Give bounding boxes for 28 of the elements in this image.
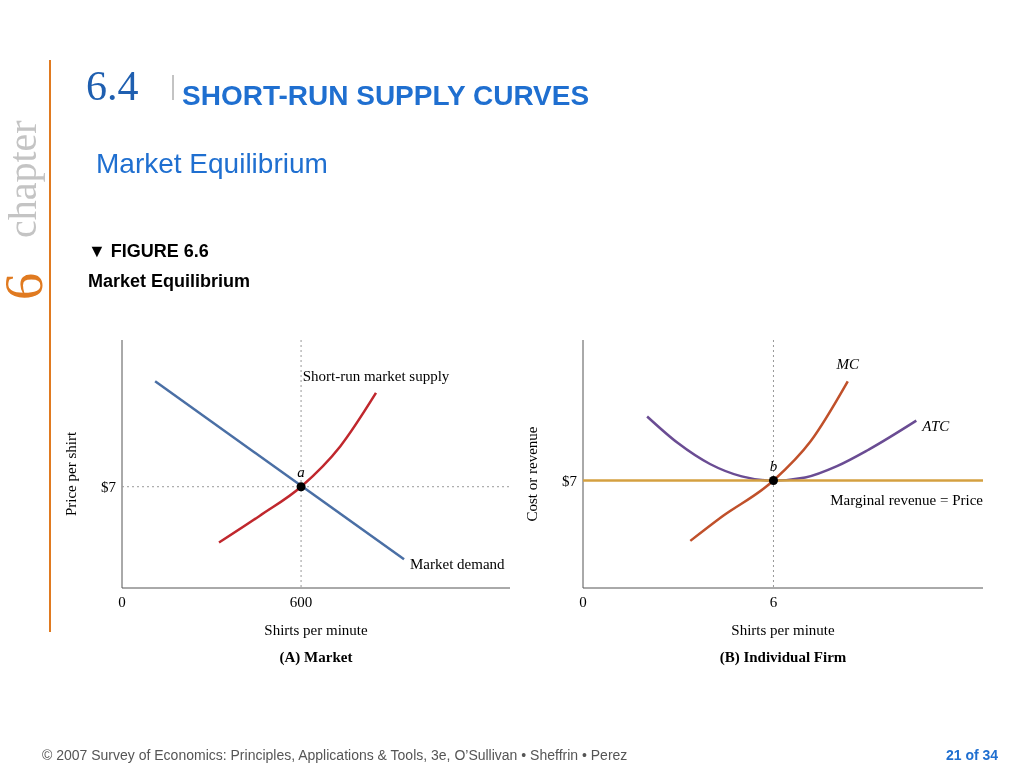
x-tick-label: 600 xyxy=(289,594,313,610)
series-label: Short-run market supply xyxy=(302,367,450,384)
x-tick-label: 6 xyxy=(769,594,778,610)
text: 6.4 xyxy=(86,63,139,109)
y-axis-title: Price per shirt xyxy=(63,431,79,517)
x-axis-title: Shirts per minute xyxy=(264,622,368,638)
annotation: a xyxy=(297,463,305,480)
series-label: Marginal revenue = Price xyxy=(830,491,984,508)
series-label: MC xyxy=(835,356,861,373)
x-axis-title: Shirts per minute xyxy=(731,622,835,638)
text: (A) Market xyxy=(279,649,353,666)
series-label: Market demand xyxy=(410,556,506,573)
text: 6 xyxy=(0,273,54,300)
text: $7 xyxy=(101,478,117,495)
x-tick-label: 0 xyxy=(579,594,587,610)
y-axis-title: Cost or revenue xyxy=(524,426,540,522)
text: ▼ FIGURE 6.6 xyxy=(88,241,209,261)
series-label: ATC xyxy=(921,417,951,434)
text: (B) Individual Firm xyxy=(719,649,847,666)
text: SHORT-RUN SUPPLY CURVES xyxy=(182,80,590,111)
x-tick-label: 0 xyxy=(118,594,126,610)
text: chapter xyxy=(0,120,45,238)
text: © 2007 Survey of Economics: Principles, Applications & Tools, 3e, O’Sullivan • Sheffrin • Perez xyxy=(42,747,628,763)
annotation: b xyxy=(769,457,778,474)
text: $7 xyxy=(562,472,578,489)
text: Market Equilibrium xyxy=(88,271,251,291)
text: 21 of 34 xyxy=(946,747,999,763)
text: Market Equilibrium xyxy=(96,148,328,179)
